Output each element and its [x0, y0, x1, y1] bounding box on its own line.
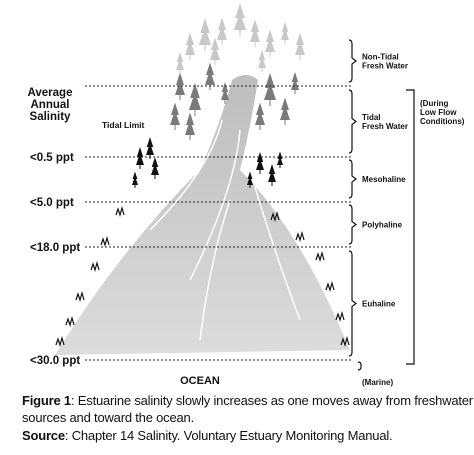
tree: [175, 72, 185, 95]
grass: [100, 235, 110, 248]
salinity-level: <30.0 ppt: [30, 355, 80, 367]
tree: [256, 152, 264, 170]
brace: [348, 159, 357, 199]
tree: [277, 151, 283, 165]
river-streaks: [149, 119, 301, 341]
grass: [295, 230, 305, 243]
grass: [335, 310, 345, 323]
grass: [325, 280, 335, 293]
tree: [217, 17, 227, 40]
tree: [247, 171, 253, 185]
zone-label: Non-Tidal: [362, 53, 399, 62]
tree: [205, 62, 215, 85]
low-flow-note: (During: [420, 99, 449, 108]
grass: [115, 205, 125, 218]
grass: [90, 260, 100, 273]
zone-label: Polyhaline: [362, 221, 403, 230]
tree: [268, 164, 276, 182]
tree: [151, 157, 159, 175]
salinity-level: <0.5 ppt: [30, 152, 74, 164]
tree: [258, 50, 266, 68]
salinity-level: <5.0 ppt: [30, 197, 74, 209]
caption-line: sources and toward the ocean.: [22, 410, 194, 425]
source-text: : Chapter 14 Salinity. Voluntary Estuary…: [64, 428, 393, 443]
brace: [348, 39, 357, 83]
grass: [55, 335, 65, 348]
ocean-label: OCEAN: [180, 375, 220, 387]
tree: [132, 171, 138, 185]
figure-label: Figure 1: [22, 393, 71, 408]
zone-label: Fresh Water: [362, 62, 408, 71]
tree: [185, 32, 195, 55]
tree: [281, 22, 289, 40]
grass: [75, 290, 85, 303]
brace: [348, 89, 357, 154]
grass: [65, 315, 75, 328]
low-flow-note: Low Flow: [420, 108, 457, 117]
zone-label: Tidal: [362, 113, 381, 122]
tree: [234, 3, 246, 30]
tree: [189, 83, 201, 110]
tree: [255, 102, 265, 125]
brace: [348, 250, 357, 357]
brace: [357, 361, 362, 371]
grass: [270, 210, 280, 223]
tree: [176, 52, 184, 70]
figure-text: sources and toward the ocean.: [22, 410, 194, 425]
brace: [348, 204, 357, 245]
grass: [315, 250, 325, 263]
dashed-lines: [85, 85, 352, 361]
diagram: Average Annual Salinity Tidal Limit OCEA…: [28, 3, 465, 387]
axis-title: Annual: [31, 99, 70, 111]
tree: [265, 29, 275, 52]
tree: [295, 32, 305, 55]
source-line: Source: Chapter 14 Salinity. Voluntary E…: [22, 428, 393, 443]
grass: [340, 335, 350, 348]
salinity-level: <18.0 ppt: [30, 242, 80, 254]
tree: [250, 19, 260, 42]
tree: [136, 147, 144, 165]
tree: [146, 137, 154, 155]
tidal-limit: Tidal Limit: [102, 120, 145, 130]
tree: [221, 82, 229, 100]
tree: [210, 37, 220, 60]
tree: [199, 18, 211, 45]
marine-label: (Marine): [362, 378, 393, 387]
axis-title: Salinity: [30, 111, 72, 123]
trees: [55, 3, 350, 348]
zone-label: Mesohaline: [362, 175, 406, 184]
tree: [185, 112, 195, 135]
tree: [291, 72, 299, 90]
low-flow-note: Conditions): [420, 117, 465, 126]
tree: [170, 102, 180, 125]
zone-label: Fresh Water: [362, 122, 408, 131]
figure-text: : Estuarine salinity slowly increases as…: [70, 393, 473, 408]
zone-label: Euhaline: [362, 300, 396, 309]
estuary: [55, 75, 350, 355]
source-label: Source: [22, 428, 65, 443]
axis-title: Average: [28, 87, 73, 99]
bracket: [406, 89, 415, 365]
tree: [280, 97, 290, 120]
caption-line: Figure 1: Estuarine salinity slowly incr…: [22, 393, 473, 408]
